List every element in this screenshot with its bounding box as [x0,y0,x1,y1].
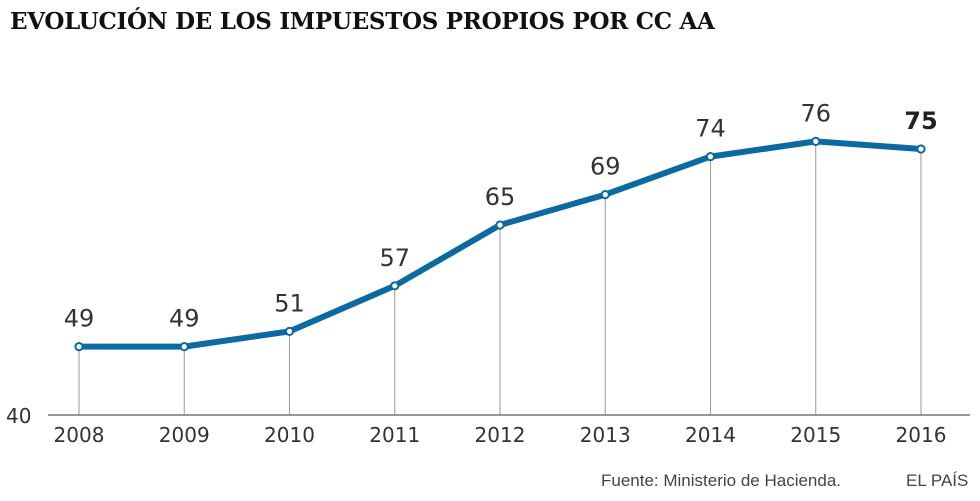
data-point-2008 [74,342,84,352]
data-label-2012: 65 [485,183,516,211]
source-note: Fuente: Ministerio de Hacienda. [601,471,842,490]
data-point-2009 [179,342,189,352]
x-tick-label: 2009 [159,423,210,447]
data-label-2009: 49 [169,305,200,333]
x-tick-label: 2011 [369,423,420,447]
x-tick-label: 2008 [54,423,105,447]
data-label-2016: 75 [904,107,937,135]
data-point-2016 [916,144,926,154]
x-tick-label: 2010 [264,423,315,447]
data-label-2008: 49 [64,305,95,333]
x-tick-label: 2013 [580,423,631,447]
data-point-2011 [390,281,400,291]
x-tick-label: 2016 [896,423,947,447]
data-point-2015 [811,136,821,146]
x-tick-label: 2014 [685,423,736,447]
x-tick-label: 2012 [475,423,526,447]
data-point-2010 [284,326,295,336]
data-label-2015: 76 [800,99,831,127]
chart-title: EVOLUCIÓN DE LOS IMPUESTOS PROPIOS POR C… [10,8,715,35]
data-point-2014 [705,152,716,162]
data-label-2014: 74 [695,115,726,143]
data-point-2012 [495,220,505,230]
data-point-2013 [600,190,610,200]
data-label-2011: 57 [379,244,410,272]
data-label-2010: 51 [274,289,305,317]
y-baseline-label: 40 [6,404,31,428]
x-tick-label: 2015 [790,423,841,447]
brand-label: EL PAÍS [906,471,969,490]
data-label-2013: 69 [590,153,621,181]
